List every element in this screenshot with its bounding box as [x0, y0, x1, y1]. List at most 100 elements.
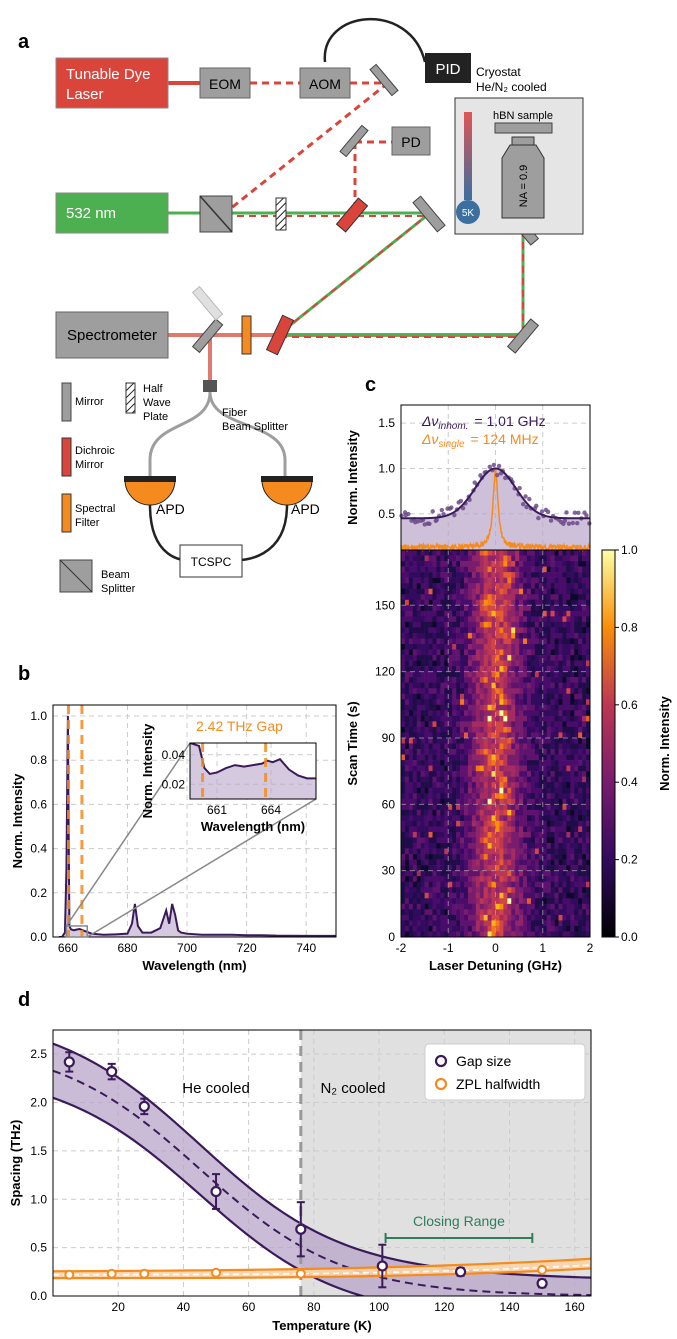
heatmap-cell — [452, 826, 457, 833]
heatmap-cell — [534, 621, 540, 628]
inhom-point — [430, 509, 435, 514]
heatmap-cell — [436, 887, 441, 894]
heatmap-cell — [456, 793, 461, 800]
heatmap-cell — [467, 671, 473, 678]
heatmap-cell — [558, 892, 563, 899]
heatmap-cell — [499, 881, 504, 888]
heatmap-cell — [444, 787, 449, 794]
heatmap-cell — [483, 721, 488, 728]
heatmap-cell — [416, 749, 421, 755]
heatmap-cell — [401, 704, 406, 711]
heatmap-cell — [511, 909, 516, 916]
heatmap-cell — [460, 732, 465, 739]
heatmap-cell — [479, 754, 484, 761]
heatmap-cell — [582, 550, 587, 556]
heatmap-cell — [542, 671, 547, 678]
heatmap-cell — [448, 931, 453, 938]
heatmap-cell — [562, 848, 567, 855]
heatmap-cell — [464, 627, 469, 634]
heatmap-cell — [566, 655, 571, 661]
heatmap-cell — [515, 577, 520, 584]
heatmap-cell — [483, 671, 488, 678]
heatmap-cell — [428, 704, 433, 711]
heatmap-cell — [487, 649, 492, 656]
heatmap-cell — [503, 898, 508, 905]
heatmap-cell — [507, 649, 512, 656]
heatmap-cell — [460, 892, 465, 899]
heatmap-cell — [456, 804, 461, 811]
heatmap-cell — [404, 787, 410, 794]
heatmap-cell — [499, 682, 504, 689]
heatmap-cell — [495, 787, 500, 794]
heatmap-cell — [562, 931, 567, 938]
heatmap-cell — [499, 831, 504, 838]
heatmap-cell — [436, 577, 441, 584]
heatmap-cell — [523, 859, 528, 866]
heatmap-cell — [412, 887, 418, 894]
heatmap-cell — [523, 765, 528, 772]
heatmap-cell — [416, 699, 421, 706]
heatmap-cell — [562, 765, 567, 772]
heatmap-cell — [534, 765, 540, 772]
heatmap-cell — [448, 693, 453, 700]
heatmap-cell — [424, 671, 429, 678]
heatmap-cell — [546, 787, 551, 794]
inhom-point — [517, 485, 522, 491]
heatmap-cell — [511, 804, 516, 811]
heatmap-cell — [408, 798, 414, 805]
heatmap-cell — [436, 815, 441, 822]
heatmap-cell — [420, 920, 425, 927]
heatmap-cell — [550, 837, 555, 844]
heatmap-cell — [452, 682, 457, 689]
heatmap-cell — [562, 677, 567, 683]
heatmap-cell — [467, 870, 473, 877]
heatmap-cell — [412, 555, 418, 562]
heatmap-cell — [487, 931, 492, 938]
heatmap-cell — [527, 660, 532, 667]
heatmap-cell — [408, 682, 414, 689]
heatmap-cell — [566, 715, 571, 722]
heatmap-cell — [404, 760, 410, 766]
heatmap-cell — [401, 793, 406, 800]
heatmap-cell — [574, 903, 579, 910]
heatmap-cell — [507, 931, 512, 938]
heatmap-cell — [460, 831, 465, 838]
x-tick-label: 140 — [499, 1300, 519, 1314]
heatmap-cell — [495, 621, 500, 628]
heatmap-cell — [570, 787, 575, 794]
heatmap-cell — [574, 931, 579, 938]
heatmap-cell — [546, 931, 551, 938]
heatmap-cell — [436, 627, 441, 634]
heatmap-cell — [420, 798, 425, 805]
heatmap-cell — [499, 898, 504, 905]
heatmap-cell — [562, 655, 567, 661]
heatmap-cell — [562, 881, 567, 888]
heatmap-cell — [534, 572, 540, 578]
heatmap-cell — [464, 760, 469, 766]
heatmap-cell — [460, 605, 465, 612]
heatmap-cell — [499, 837, 504, 844]
heatmap-cell — [424, 743, 429, 750]
svg-text:He/N₂ cooled: He/N₂ cooled — [476, 80, 547, 94]
heatmap-cell — [467, 588, 473, 595]
heatmap-cell — [479, 682, 484, 689]
heatmap-cell — [495, 843, 500, 849]
heatmap-cell — [491, 594, 496, 601]
heatmap-cell — [448, 726, 453, 733]
heatmap-cell — [440, 881, 445, 888]
heatmap-cell — [574, 710, 579, 717]
heatmap-cell — [562, 660, 567, 667]
heatmap-cell — [499, 737, 504, 744]
heatmap-cell — [467, 677, 473, 683]
heatmap-cell — [404, 721, 410, 728]
heatmap-cell — [412, 826, 418, 833]
svg-text:Beam: Beam — [101, 569, 130, 581]
heatmap-cell — [487, 704, 492, 711]
heatmap-cell — [428, 627, 433, 634]
heatmap-cell — [570, 732, 575, 739]
heatmap-cell — [428, 760, 433, 766]
heatmap-cell — [546, 572, 551, 578]
heatmap-cell — [416, 826, 421, 833]
heatmap-cell — [523, 793, 528, 800]
heatmap-cell — [444, 599, 449, 606]
